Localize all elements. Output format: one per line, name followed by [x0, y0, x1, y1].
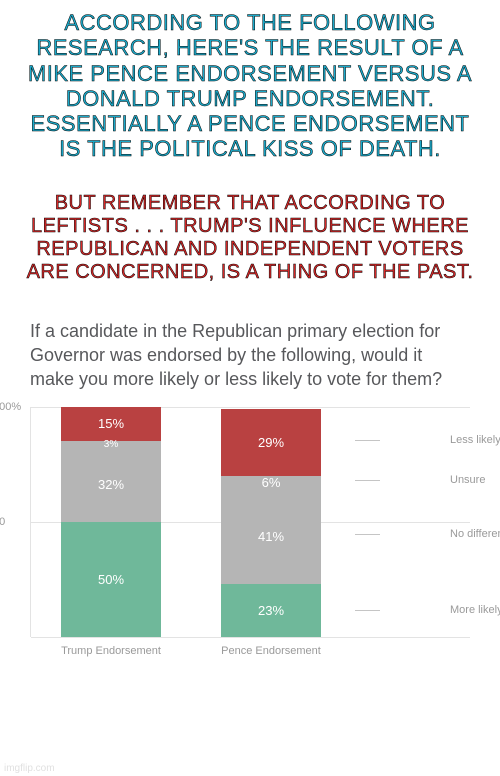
segment-no-difference: 41% — [221, 489, 321, 583]
meme-mid-text: But remember that according to leftists … — [0, 182, 500, 294]
legend-connector — [355, 440, 380, 441]
segment-less-likely: 15% — [61, 407, 161, 442]
legend-label-unsure: Unsure — [450, 474, 485, 486]
chart-plot-area: 100% 50 15%3%32%50%Trump Endorsement 29%… — [30, 407, 470, 637]
bars-group: 15%3%32%50%Trump Endorsement 29%6%41%23%… — [31, 407, 470, 637]
segment-more-likely: 23% — [221, 584, 321, 637]
bar-pence: 29%6%41%23%Pence Endorsement — [221, 407, 321, 637]
segment-unsure: 6% — [221, 476, 321, 490]
legend-connector — [355, 480, 380, 481]
y-tick-50: 50 — [0, 516, 5, 528]
legend-label-less-likely: Less likely — [450, 434, 500, 446]
x-label-trump: Trump Endorsement — [61, 637, 161, 657]
legend-label-no-difference: No difference — [450, 528, 500, 540]
x-label-pence: Pence Endorsement — [221, 637, 321, 657]
watermark: imgflip.com — [4, 763, 55, 774]
bar-trump: 15%3%32%50%Trump Endorsement — [61, 407, 161, 637]
segment-more-likely: 50% — [61, 522, 161, 637]
segment-no-difference: 32% — [61, 448, 161, 522]
meme-top-text: According to the following research, her… — [0, 0, 500, 172]
legend-connector — [355, 610, 380, 611]
legend-label-more-likely: More likely — [450, 604, 500, 616]
chart-container: 100% 50 15%3%32%50%Trump Endorsement 29%… — [0, 407, 500, 697]
chart-question: If a candidate in the Republican primary… — [0, 294, 500, 407]
y-tick-100: 100% — [0, 401, 21, 413]
legend-connector — [355, 534, 380, 535]
segment-unsure: 3% — [61, 441, 161, 448]
segment-less-likely: 29% — [221, 409, 321, 476]
